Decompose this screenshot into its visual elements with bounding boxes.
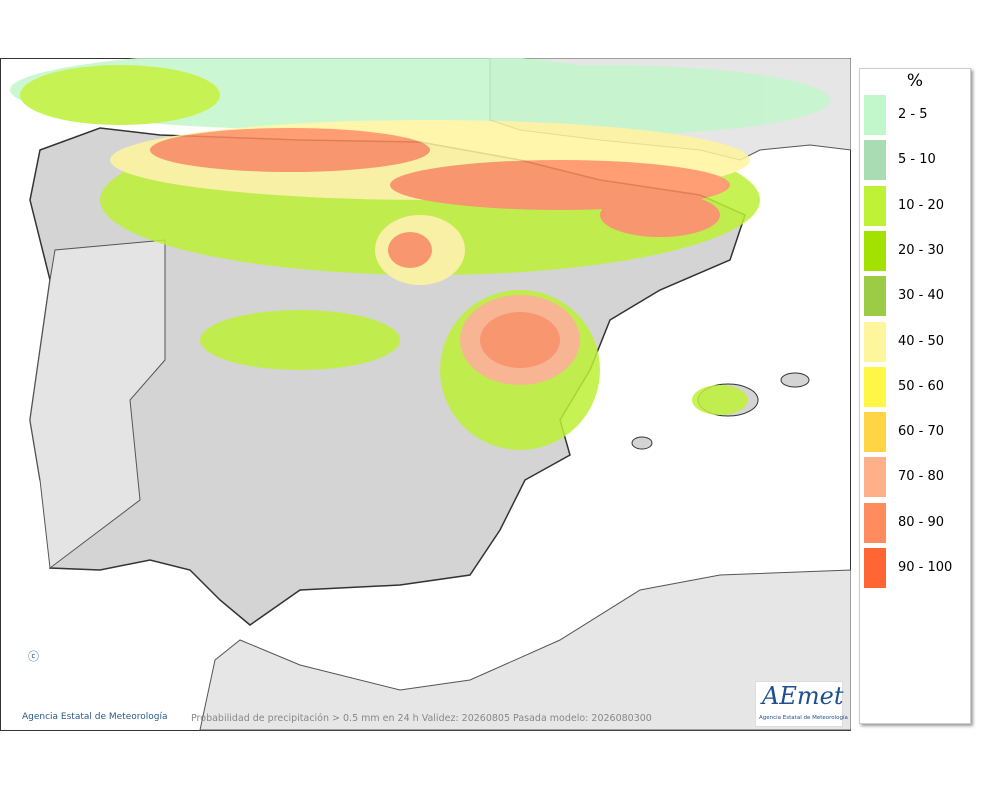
legend-swatch <box>864 95 886 135</box>
legend-item: 10 - 20 <box>864 185 970 226</box>
caption: Probabilidad de precipitación > 0.5 mm e… <box>191 713 652 724</box>
legend-item: 50 - 60 <box>864 366 970 407</box>
legend-item: 5 - 10 <box>864 140 970 181</box>
legend-swatch <box>864 366 886 407</box>
portugal <box>29 239 166 569</box>
legend-label: 2 - 5 <box>898 107 928 122</box>
legend-swatch <box>864 502 886 543</box>
legend-swatch <box>864 276 886 317</box>
legend-label: 80 - 90 <box>898 514 945 530</box>
logo-name: AEmet <box>762 682 844 710</box>
ibiza <box>631 436 653 450</box>
legend-label: 50 - 60 <box>898 378 945 394</box>
legend-swatch <box>864 457 886 498</box>
legend-swatch <box>864 140 886 181</box>
legend-swatch <box>864 185 886 226</box>
legend-label: 5 - 10 <box>898 152 936 168</box>
legend-label: 20 - 30 <box>898 242 945 258</box>
credit: Agencia Estatal de Meteorología <box>22 712 168 722</box>
legend-swatch <box>864 230 886 271</box>
legend-label: 70 - 80 <box>898 469 945 485</box>
legend-item: 2 - 5 <box>864 95 970 135</box>
legend-label: 60 - 70 <box>898 424 945 440</box>
legend-swatch <box>864 321 886 362</box>
precipitation <box>10 58 830 450</box>
legend-item: 90 - 100 <box>864 548 970 588</box>
legend-label: 90 - 100 <box>898 560 953 575</box>
legend-item: 70 - 80 <box>864 457 970 498</box>
legend-swatch <box>864 548 886 588</box>
legend-item: 80 - 90 <box>864 502 970 543</box>
legend-item: 60 - 70 <box>864 412 970 453</box>
legend-label: 40 - 50 <box>898 333 945 349</box>
logo: AEmet Agencia Estatal de Meteorología <box>755 681 848 727</box>
legend-item: 40 - 50 <box>864 321 970 362</box>
legend-item: 20 - 30 <box>864 230 970 271</box>
legend: % 2 - 5 5 - 10 10 - 20 20 - 30 30 - 40 40 - 5… <box>859 68 971 724</box>
legend-title: % <box>906 71 924 91</box>
map: ⓒ <box>0 58 851 731</box>
legend-label: 10 - 20 <box>898 197 945 213</box>
logo-subtitle: Agencia Estatal de Meteorología <box>759 715 848 721</box>
legend-item: 30 - 40 <box>864 276 970 317</box>
africa <box>199 569 851 731</box>
legend-swatch <box>864 412 886 453</box>
copyright-icon: ⓒ <box>28 650 39 663</box>
menorca <box>780 372 810 388</box>
legend-label: 30 - 40 <box>898 288 945 304</box>
